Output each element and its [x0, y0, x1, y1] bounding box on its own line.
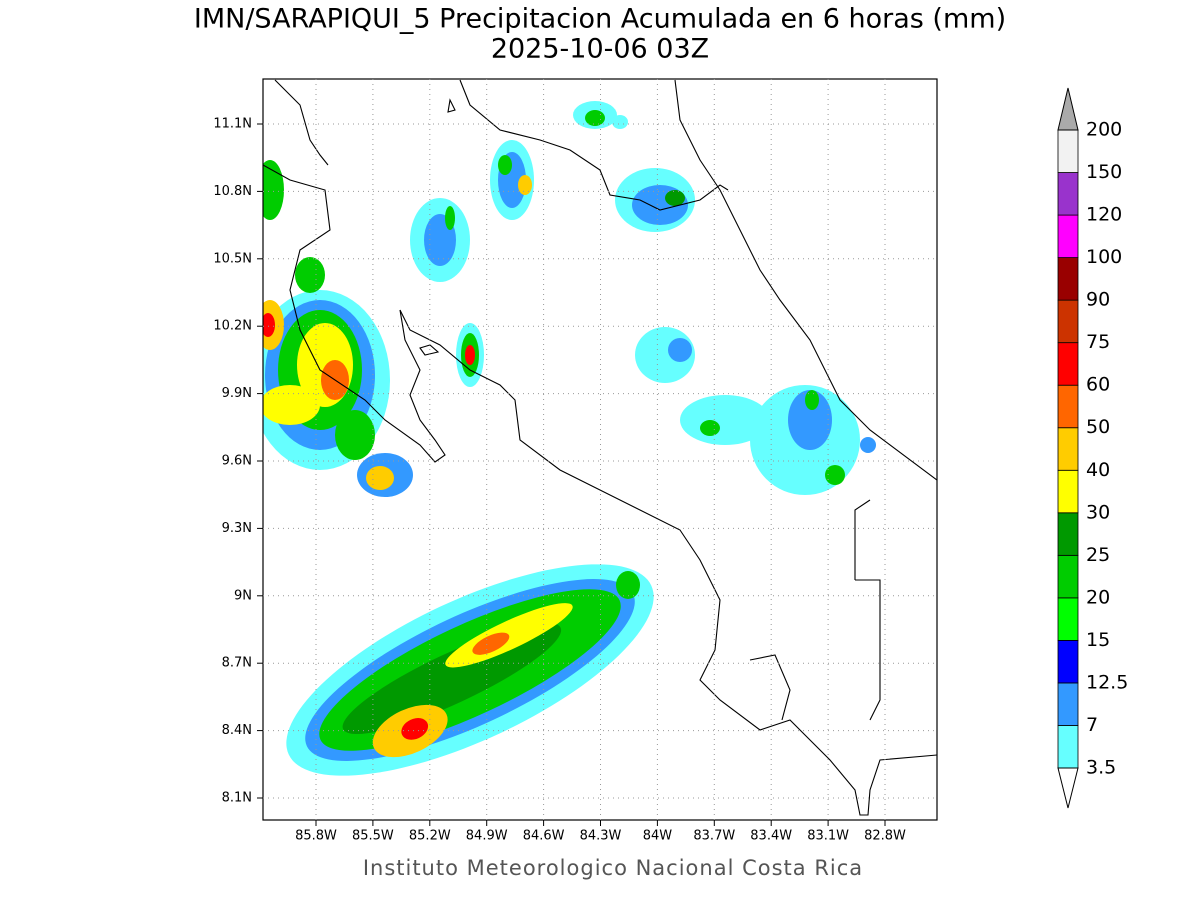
- y-tick-label: 8.4N: [222, 723, 252, 738]
- colorbar-label: 15: [1086, 629, 1110, 651]
- colorbar-label: 100: [1086, 246, 1122, 268]
- colorbar-swatch: [1057, 640, 1079, 684]
- x-tick-label: 83.4W: [750, 829, 792, 844]
- colorbar-swatch: [1057, 597, 1079, 641]
- colorbar-label: 150: [1086, 161, 1122, 183]
- y-tick-label: 10.8N: [213, 184, 252, 199]
- y-tick-label: 10.2N: [213, 319, 252, 334]
- colorbar-label: 25: [1086, 544, 1110, 566]
- colorbar-under: [1057, 767, 1079, 809]
- x-tick-label: 85.5W: [352, 829, 394, 844]
- colorbar-swatch: [1057, 682, 1079, 726]
- x-tick-label: 83.7W: [693, 829, 735, 844]
- colorbar-label: 3.5: [1086, 757, 1116, 779]
- colorbar-swatch: [1057, 257, 1079, 301]
- y-tick-label: 9.3N: [222, 521, 252, 536]
- x-tick-label: 84.6W: [523, 829, 565, 844]
- y-tick-label: 8.7N: [222, 656, 252, 671]
- colorbar-swatch: [1057, 469, 1079, 514]
- map-title: IMN/SARAPIQUI_5 Precipitacion Acumulada …: [194, 4, 1006, 35]
- colorbar-label: 75: [1086, 331, 1110, 353]
- colorbar-label: 90: [1086, 289, 1110, 311]
- x-tick-label: 84.3W: [580, 829, 622, 844]
- precip-north: [410, 101, 876, 495]
- x-tick-label: 84.9W: [466, 829, 508, 844]
- colorbar-swatch: [1057, 299, 1079, 344]
- colorbar-swatch: [1057, 427, 1079, 471]
- colorbar-over: [1057, 87, 1079, 131]
- y-tick-label: 9N: [234, 588, 252, 603]
- colorbar-swatch: [1057, 214, 1079, 258]
- colorbar-label: 40: [1086, 459, 1110, 481]
- colorbar-swatch: [1057, 554, 1079, 599]
- colorbar-label: 60: [1086, 374, 1110, 396]
- precip-south: [286, 564, 654, 776]
- footer: Instituto Meteorologico Nacional Costa R…: [363, 856, 863, 880]
- y-tick-label: 10.5N: [213, 251, 252, 266]
- colorbar-label: 12.5: [1086, 671, 1128, 693]
- x-tick-label: 83.1W: [807, 829, 849, 844]
- coastlines: [263, 79, 937, 816]
- precip-west: [263, 160, 413, 497]
- colorbar-label: 50: [1086, 416, 1110, 438]
- x-tick-label: 82.8W: [864, 829, 906, 844]
- colorbar: 3.5 7 12.5 15 20 25 30 40 50 60 75 90 100 120 150 200: [1057, 87, 1128, 809]
- y-tick-label: 9.9N: [222, 386, 252, 401]
- colorbar-label: 120: [1086, 204, 1122, 226]
- y-tick-label: 8.1N: [222, 791, 252, 806]
- colorbar-swatch: [1057, 725, 1079, 769]
- precip-fields: [263, 101, 876, 776]
- x-tick-label: 85.2W: [409, 829, 451, 844]
- colorbar-swatch: [1057, 384, 1079, 429]
- colorbar-label: 30: [1086, 501, 1110, 523]
- x-tick-label: 85.8W: [295, 829, 337, 844]
- map-subtitle: 2025-10-06 03Z: [491, 34, 709, 65]
- colorbar-swatch: [1057, 129, 1079, 173]
- y-tick-label: 9.6N: [222, 454, 252, 469]
- colorbar-label: 20: [1086, 586, 1110, 608]
- axes: 85.8W 85.5W 85.2W 84.9W 84.6W 84.3W 84W 83.7W 83…: [213, 79, 937, 844]
- y-tick-label: 11.1N: [213, 117, 252, 132]
- colorbar-swatch: [1057, 512, 1079, 556]
- colorbar-label: 200: [1086, 119, 1122, 141]
- colorbar-swatch: [1057, 342, 1079, 386]
- x-tick-label: 84W: [643, 829, 673, 844]
- colorbar-swatch: [1057, 172, 1079, 216]
- colorbar-label: 7: [1086, 714, 1098, 736]
